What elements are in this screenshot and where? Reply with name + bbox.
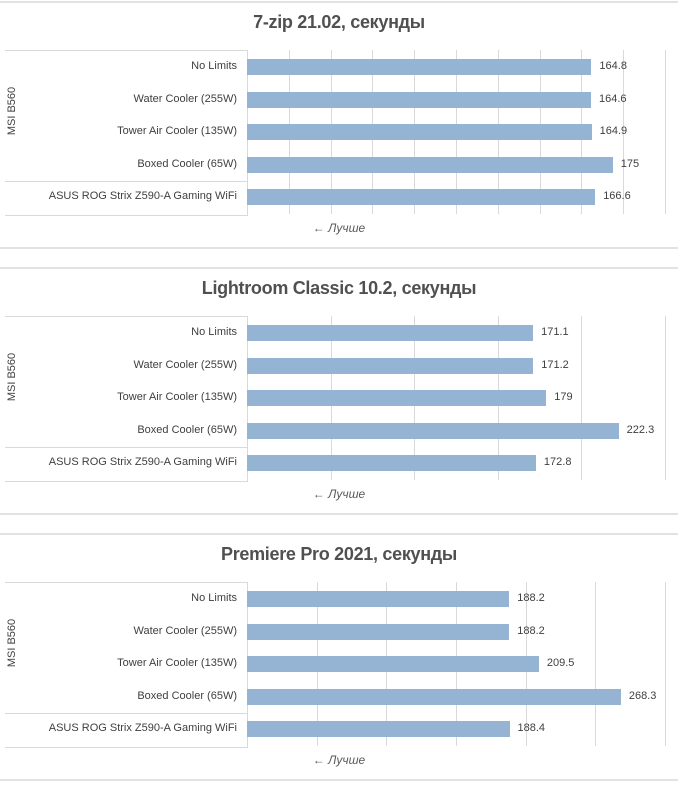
group-divider: [5, 713, 247, 714]
group-label: MSI B560: [6, 352, 18, 402]
category-label: Tower Air Cooler (135W): [117, 391, 237, 404]
bar: [247, 422, 619, 439]
group-label: MSI B560: [6, 618, 18, 668]
data-label: 164.8: [599, 60, 627, 72]
chart-panel: Premiere Pro 2021, секунды MSI B560 No Lim…: [0, 532, 678, 798]
category-label: No Limits: [191, 592, 237, 604]
bar: [247, 656, 539, 673]
bar: [247, 59, 592, 75]
category-label: ASUS ROG Strix Z590-A Gaming WiFi: [48, 722, 237, 735]
better-hint: ← Лучше: [312, 221, 366, 235]
bar: [247, 455, 536, 472]
bar: [247, 390, 547, 407]
divider: [0, 1, 678, 3]
category-label: Tower Air Cooler (135W): [117, 657, 237, 670]
data-label: 188.2: [517, 592, 545, 604]
chart-panel: Lightroom Classic 10.2, секунды MSI B560 N…: [0, 266, 678, 532]
gridline: [665, 582, 666, 746]
data-label: 188.4: [517, 722, 546, 735]
bar: [247, 688, 621, 705]
gridline: [665, 50, 666, 214]
category-label: Water Cooler (255W): [133, 92, 237, 105]
category-label: ASUS ROG Strix Z590-A Gaming WiFi: [48, 190, 237, 203]
bar: [247, 325, 534, 341]
divider: [0, 779, 678, 781]
bar: [247, 124, 592, 141]
category-label: Boxed Cooler (65W): [137, 157, 237, 170]
category-label: Water Cooler (255W): [133, 624, 237, 637]
divider: [0, 513, 678, 515]
category-label: Boxed Cooler (65W): [137, 689, 237, 702]
chart-panel: 7-zip 21.02, секунды MSI B560 No Limits 164…: [0, 0, 678, 266]
bar: [247, 156, 613, 173]
data-label: 222.3: [626, 423, 655, 436]
category-label: Water Cooler (255W): [133, 358, 237, 371]
category-label: ASUS ROG Strix Z590-A Gaming WiFi: [48, 456, 237, 469]
better-hint: ← Лучше: [312, 487, 366, 501]
gridline: [665, 316, 666, 480]
chart-title: Premiere Pro 2021, секунды: [220, 544, 458, 564]
bar: [247, 721, 510, 738]
bar: [247, 623, 510, 640]
data-label: 171.2: [541, 358, 569, 371]
gridline: [623, 50, 625, 214]
group-divider: [5, 181, 247, 182]
category-label: No Limits: [191, 60, 237, 72]
data-label: 166.6: [603, 190, 631, 203]
bar: [247, 591, 510, 607]
data-label: 268.3: [628, 689, 657, 702]
bar: [247, 91, 591, 108]
gridline: [581, 316, 583, 480]
group-divider: [5, 447, 247, 448]
category-label: Tower Air Cooler (135W): [117, 125, 237, 138]
bar: [247, 189, 596, 206]
chart-title: 7-zip 21.02, секунды: [253, 12, 425, 32]
divider: [0, 267, 678, 269]
data-label: 179: [554, 391, 573, 404]
data-label: 171.1: [541, 326, 569, 338]
data-label: 175: [620, 157, 640, 170]
bar: [247, 357, 534, 374]
data-label: 172.8: [543, 456, 572, 469]
category-label: No Limits: [191, 326, 237, 338]
category-label: Boxed Cooler (65W): [137, 423, 237, 436]
data-label: 164.6: [599, 92, 627, 105]
data-label: 209.5: [546, 657, 575, 670]
better-hint: ← Лучше: [312, 753, 366, 767]
chart-title: Lightroom Classic 10.2, секунды: [201, 278, 477, 298]
data-label: 188.2: [517, 624, 545, 637]
data-label: 164.9: [599, 125, 628, 138]
divider: [0, 533, 678, 535]
gridline: [595, 582, 597, 746]
divider: [0, 247, 678, 249]
group-label: MSI B560: [6, 86, 18, 136]
